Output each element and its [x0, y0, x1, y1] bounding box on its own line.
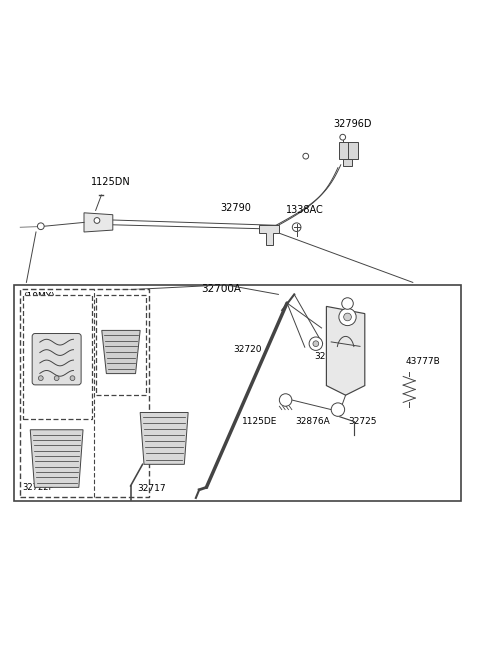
Circle shape [38, 376, 43, 380]
Text: (SUS PAD): (SUS PAD) [25, 298, 66, 306]
Circle shape [94, 218, 100, 223]
FancyBboxPatch shape [343, 159, 352, 166]
Text: 32720: 32720 [233, 345, 261, 354]
FancyBboxPatch shape [96, 295, 146, 395]
Text: 32796D: 32796D [334, 119, 372, 129]
Text: 32700A: 32700A [202, 283, 241, 294]
Text: 32717: 32717 [137, 484, 166, 493]
Text: 32711: 32711 [334, 345, 362, 354]
Text: (AL PAD): (AL PAD) [98, 298, 132, 306]
Text: 32722P: 32722P [23, 483, 54, 492]
Circle shape [292, 223, 301, 232]
Circle shape [303, 154, 309, 159]
Polygon shape [259, 225, 279, 245]
Circle shape [70, 376, 75, 380]
Text: 1125DN: 1125DN [91, 176, 131, 186]
Circle shape [279, 394, 292, 406]
FancyBboxPatch shape [20, 289, 149, 497]
Text: 32876A: 32876A [295, 417, 330, 426]
Circle shape [309, 337, 323, 350]
Circle shape [37, 223, 44, 230]
Circle shape [344, 313, 351, 321]
Polygon shape [84, 213, 113, 232]
Circle shape [313, 341, 319, 346]
FancyBboxPatch shape [14, 285, 461, 501]
FancyBboxPatch shape [32, 333, 81, 385]
Polygon shape [102, 331, 140, 374]
Text: 32721: 32721 [25, 305, 52, 314]
Text: 1125DE: 1125DE [242, 417, 278, 426]
Text: 32725: 32725 [348, 417, 376, 426]
Circle shape [331, 403, 345, 417]
Text: 32790: 32790 [221, 203, 252, 213]
Text: 32876A: 32876A [314, 352, 349, 361]
Text: 43777B: 43777B [406, 357, 440, 366]
Circle shape [54, 376, 59, 380]
FancyBboxPatch shape [23, 295, 92, 419]
Circle shape [339, 308, 356, 325]
Text: (10MY): (10MY) [23, 292, 55, 301]
Circle shape [342, 298, 353, 309]
Text: 1338AC: 1338AC [286, 205, 324, 215]
Polygon shape [140, 413, 188, 464]
Text: 32730C: 32730C [98, 305, 131, 314]
Circle shape [340, 134, 346, 140]
FancyBboxPatch shape [339, 142, 358, 159]
Polygon shape [30, 430, 83, 487]
Polygon shape [326, 306, 365, 395]
